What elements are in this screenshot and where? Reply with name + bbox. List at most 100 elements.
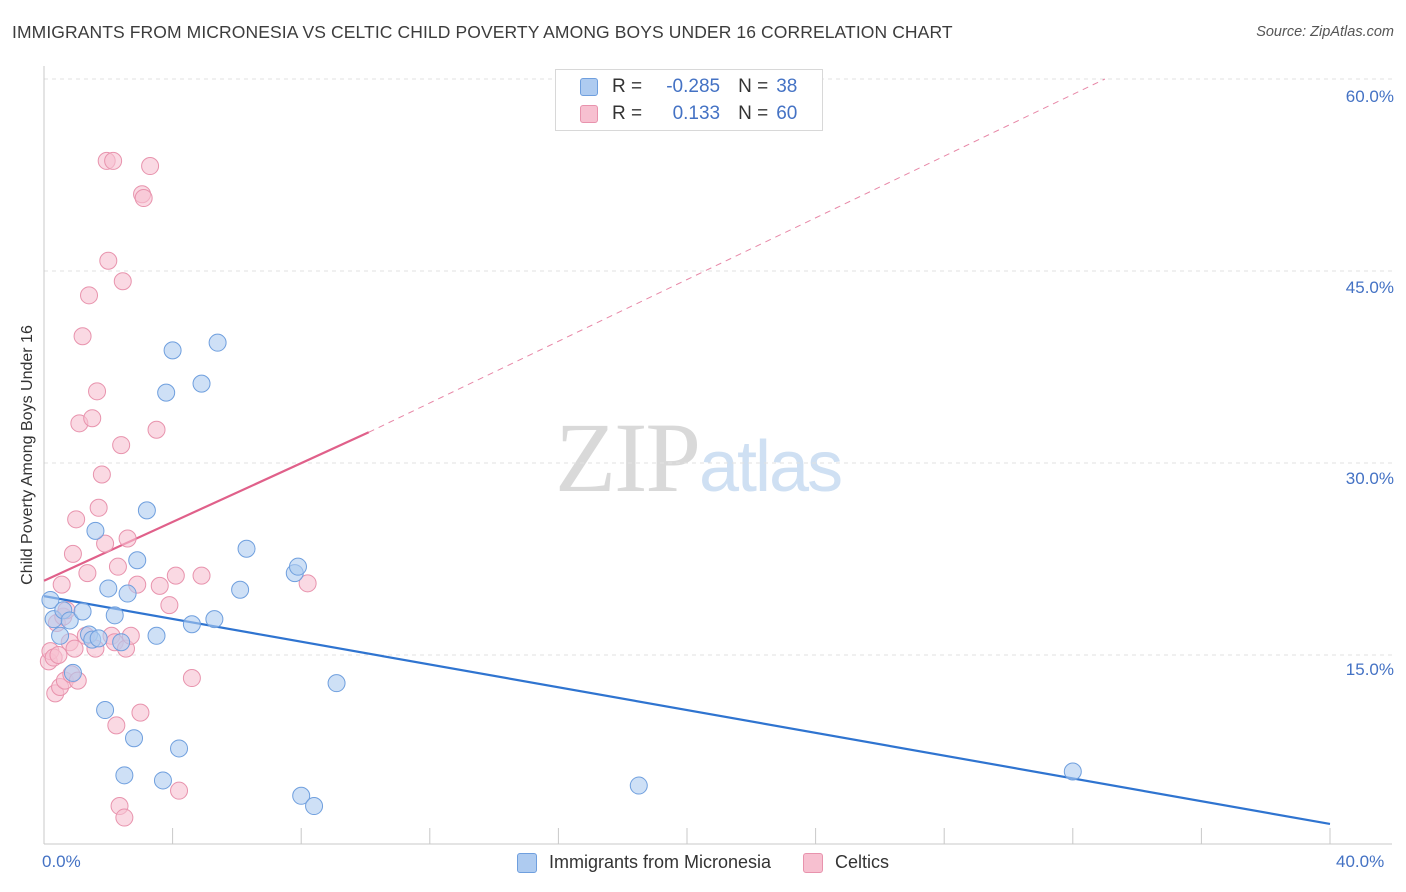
r-value: -0.285 bbox=[666, 76, 721, 97]
point-celtics bbox=[166, 566, 185, 585]
point-celtics bbox=[115, 808, 134, 827]
point-celtics bbox=[65, 639, 84, 658]
point-micronesia bbox=[231, 580, 250, 599]
point-micronesia bbox=[115, 766, 134, 785]
legend-label: Immigrants from Micronesia bbox=[548, 852, 772, 872]
point-celtics bbox=[160, 596, 179, 615]
point-micronesia bbox=[118, 584, 137, 603]
point-micronesia bbox=[51, 626, 70, 645]
point-celtics bbox=[73, 327, 92, 346]
y-tick-label: 15.0% bbox=[1345, 660, 1394, 679]
point-micronesia bbox=[1063, 762, 1082, 781]
point-celtics bbox=[170, 781, 189, 800]
point-celtics bbox=[113, 272, 132, 291]
trend-line-celtics bbox=[43, 431, 370, 582]
point-micronesia bbox=[237, 539, 256, 558]
point-micronesia bbox=[125, 729, 144, 748]
point-micronesia bbox=[153, 771, 172, 790]
point-micronesia bbox=[305, 797, 324, 816]
r-label: R = bbox=[612, 103, 643, 124]
legend-item-celtics[interactable]: Celtics bbox=[803, 852, 889, 873]
point-celtics bbox=[52, 575, 71, 594]
point-micronesia bbox=[96, 701, 115, 720]
point-celtics bbox=[150, 576, 169, 595]
point-micronesia bbox=[137, 501, 156, 520]
point-micronesia bbox=[163, 341, 182, 360]
point-celtics bbox=[107, 716, 126, 735]
point-micronesia bbox=[89, 629, 108, 648]
trend-line-micronesia bbox=[43, 595, 1331, 826]
point-celtics bbox=[92, 465, 111, 484]
axes bbox=[43, 66, 1392, 845]
point-micronesia bbox=[170, 739, 189, 758]
correlation-legend: R = -0.285 N = 38 R = 0.133 N = 60 bbox=[555, 69, 823, 131]
legend-label: Celtics bbox=[835, 852, 890, 872]
point-micronesia bbox=[288, 557, 307, 576]
point-micronesia bbox=[192, 374, 211, 393]
point-micronesia bbox=[60, 611, 79, 630]
point-celtics bbox=[80, 286, 99, 305]
legend-item-micronesia[interactable]: Immigrants from Micronesia bbox=[516, 852, 772, 873]
watermark-zip: ZIP bbox=[555, 402, 701, 513]
point-celtics bbox=[63, 544, 82, 563]
n-label: N = bbox=[738, 76, 769, 97]
x-tick-label: 0.0% bbox=[42, 852, 81, 871]
point-micronesia bbox=[147, 626, 166, 645]
point-micronesia bbox=[205, 610, 224, 629]
legend-row-micronesia: R = -0.285 N = 38 bbox=[580, 75, 797, 99]
point-celtics bbox=[67, 510, 86, 529]
r-value: 0.133 bbox=[672, 103, 721, 124]
watermark-atlas: atlas bbox=[699, 427, 843, 507]
point-celtics bbox=[134, 189, 153, 208]
point-celtics bbox=[182, 669, 201, 688]
n-value: 60 bbox=[776, 103, 798, 124]
blue-swatch-icon bbox=[580, 78, 598, 96]
point-micronesia bbox=[629, 776, 648, 795]
point-micronesia bbox=[112, 633, 131, 652]
point-celtics bbox=[131, 703, 150, 722]
data-points bbox=[39, 151, 1082, 827]
trend-extension-celtics bbox=[368, 78, 1106, 433]
point-micronesia bbox=[327, 674, 346, 693]
point-celtics bbox=[141, 157, 160, 176]
point-micronesia bbox=[99, 579, 118, 598]
point-micronesia bbox=[41, 590, 60, 609]
x-tick-label: 40.0% bbox=[1336, 852, 1385, 871]
point-micronesia bbox=[86, 521, 105, 540]
point-micronesia bbox=[292, 786, 311, 805]
n-label: N = bbox=[738, 103, 769, 124]
y-tick-label: 45.0% bbox=[1345, 278, 1394, 297]
y-tick-label: 60.0% bbox=[1345, 87, 1394, 106]
chart-title: IMMIGRANTS FROM MICRONESIA VS CELTIC CHI… bbox=[12, 22, 953, 42]
point-micronesia bbox=[73, 602, 92, 621]
trend-lines bbox=[43, 78, 1331, 826]
point-celtics bbox=[192, 566, 211, 585]
point-celtics bbox=[112, 436, 131, 455]
point-celtics bbox=[78, 564, 97, 583]
point-micronesia bbox=[208, 333, 227, 352]
n-value: 38 bbox=[776, 76, 798, 97]
point-micronesia bbox=[63, 663, 82, 682]
point-celtics bbox=[298, 574, 317, 593]
point-celtics bbox=[89, 498, 108, 517]
point-celtics bbox=[104, 151, 123, 170]
pink-swatch-icon bbox=[580, 105, 598, 123]
watermark: ZIPatlas bbox=[555, 400, 843, 515]
blue-swatch-icon bbox=[516, 852, 537, 873]
gridlines bbox=[44, 78, 1392, 656]
point-celtics bbox=[99, 251, 118, 270]
point-celtics bbox=[83, 409, 102, 428]
y-tick-label: 30.0% bbox=[1345, 469, 1394, 488]
point-celtics bbox=[118, 529, 137, 548]
point-micronesia bbox=[128, 551, 147, 570]
pink-swatch-icon bbox=[803, 852, 824, 873]
point-celtics bbox=[88, 382, 107, 401]
y-axis-label: Child Poverty Among Boys Under 16 bbox=[19, 325, 36, 585]
series-legend: Immigrants from Micronesia Celtics bbox=[0, 852, 1406, 873]
point-celtics bbox=[147, 420, 166, 439]
source-credit: Source: ZipAtlas.com bbox=[1256, 24, 1394, 40]
point-micronesia bbox=[182, 615, 201, 634]
r-label: R = bbox=[612, 76, 643, 97]
point-celtics bbox=[49, 646, 68, 664]
